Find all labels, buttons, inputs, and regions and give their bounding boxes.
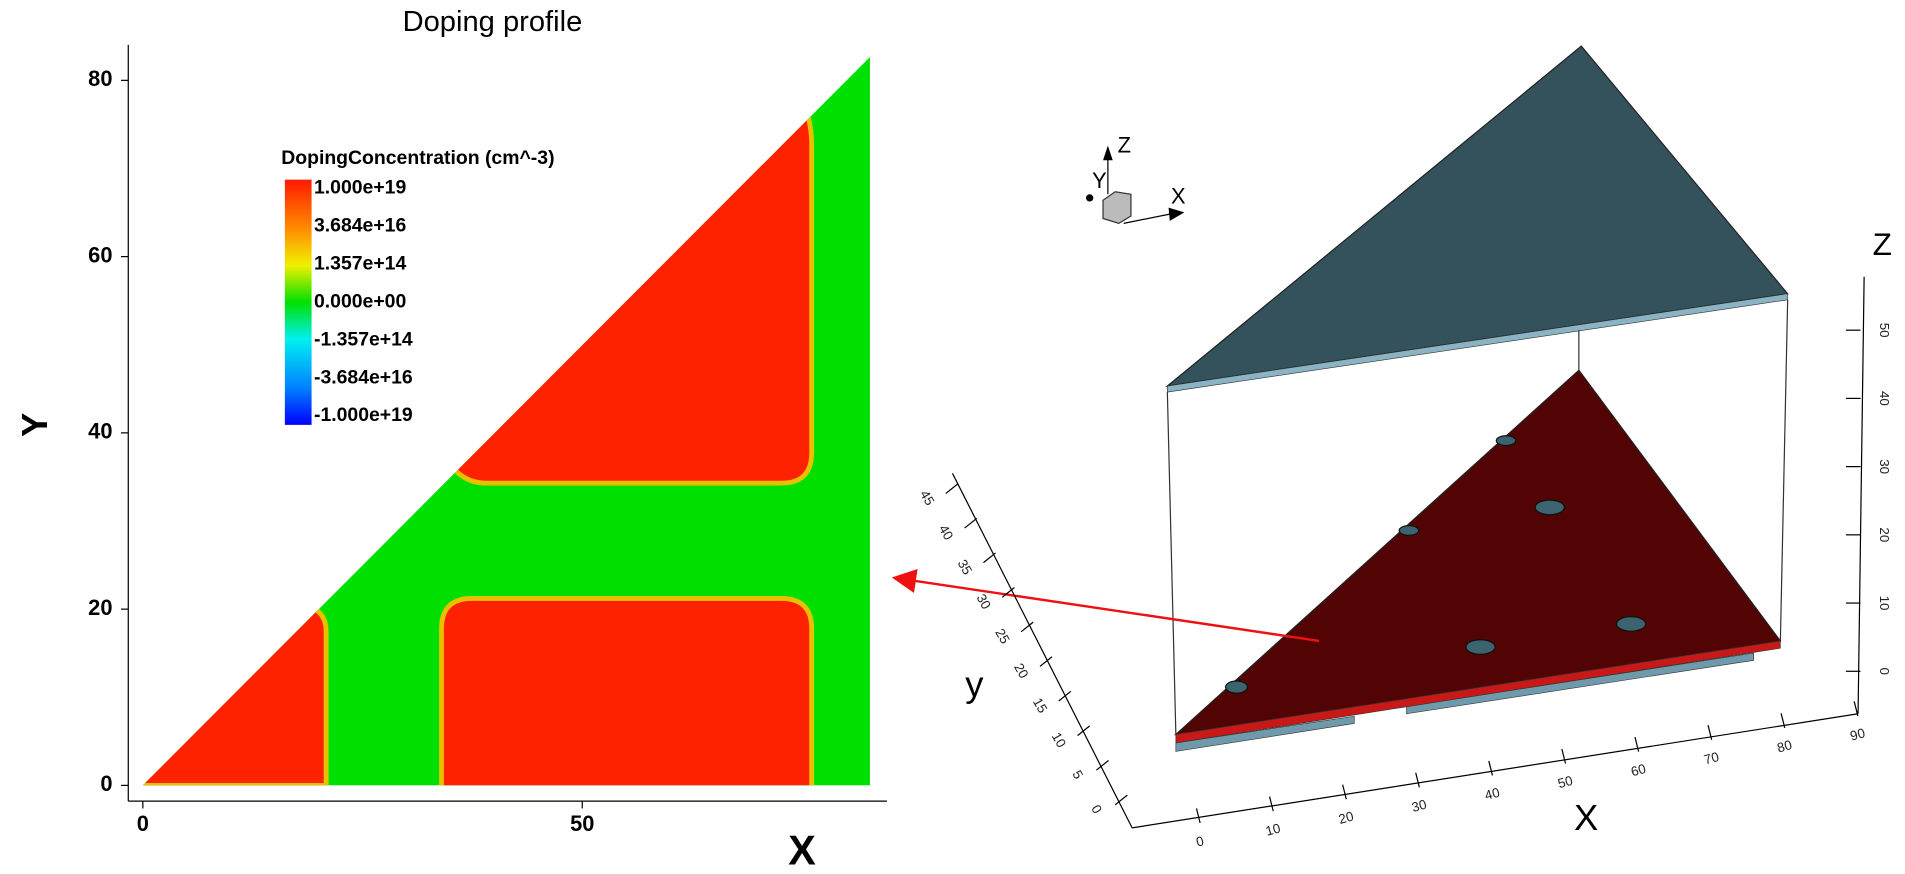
orientation-widget: Z Y X bbox=[1086, 133, 1186, 224]
x-tick-3d bbox=[1635, 737, 1639, 752]
z-tick-label-3d: 20 bbox=[1877, 527, 1892, 542]
x-tick-3d bbox=[1270, 797, 1274, 812]
legend-label: -3.684e+16 bbox=[314, 366, 413, 388]
y-tick-label: 40 bbox=[88, 419, 112, 444]
y-tick-3d bbox=[1078, 726, 1090, 736]
x-tick-3d bbox=[1343, 785, 1347, 800]
contact bbox=[1616, 617, 1645, 632]
y-tick-label: 20 bbox=[88, 595, 112, 620]
x-tick-label: 0 bbox=[137, 811, 149, 836]
z-tick-label-3d: 50 bbox=[1877, 323, 1892, 338]
orient-y: Y bbox=[1092, 168, 1107, 193]
contact bbox=[1226, 681, 1248, 693]
x-tick-label-3d: 30 bbox=[1410, 797, 1428, 815]
y-label: Y bbox=[14, 413, 55, 437]
legend-label: 0.000e+00 bbox=[314, 290, 406, 312]
y-tick-label-3d: 40 bbox=[936, 522, 956, 542]
y-axis-3d bbox=[953, 473, 1133, 827]
y-tick-3d bbox=[983, 553, 995, 563]
legend-label: 1.000e+19 bbox=[314, 176, 406, 198]
x-tick-3d bbox=[1562, 749, 1566, 764]
y-tick-label-3d: 20 bbox=[1011, 661, 1031, 681]
x-tick-label-3d: 80 bbox=[1775, 737, 1793, 755]
y-tick-3d bbox=[1059, 691, 1071, 701]
y-tick-3d bbox=[965, 518, 977, 528]
x-tick-3d bbox=[1416, 773, 1420, 788]
y-label-3d: y bbox=[965, 664, 984, 705]
y-tick-label-3d: 15 bbox=[1030, 695, 1050, 715]
x-tick-label-3d: 70 bbox=[1702, 749, 1720, 767]
orient-x: X bbox=[1171, 184, 1186, 209]
z-tick-label-3d: 0 bbox=[1877, 668, 1892, 675]
z-tick-label-3d: 30 bbox=[1877, 459, 1892, 474]
x-tick-label-3d: 40 bbox=[1483, 785, 1501, 803]
x-tick-label: 50 bbox=[570, 811, 594, 836]
figure: Doping profile 050020406080 X Y DopingCo… bbox=[0, 0, 1905, 874]
y-tick-label: 0 bbox=[100, 771, 112, 796]
y-tick-3d bbox=[1115, 795, 1127, 805]
y-tick-label: 80 bbox=[88, 66, 112, 91]
x-tick-label-3d: 60 bbox=[1629, 761, 1647, 779]
x-tick-label-3d: 20 bbox=[1337, 809, 1355, 827]
colorbar bbox=[285, 180, 312, 425]
top-plate bbox=[1167, 46, 1787, 386]
legend-label: -1.000e+19 bbox=[314, 404, 413, 426]
y-tick-label-3d: 30 bbox=[973, 591, 993, 611]
contact bbox=[1496, 436, 1515, 446]
y-tick-label-3d: 10 bbox=[1049, 730, 1069, 750]
z-tick-label-3d: 10 bbox=[1877, 596, 1892, 611]
y-tick-label-3d: 0 bbox=[1088, 802, 1105, 816]
z-label-3d: Z bbox=[1873, 226, 1892, 262]
x-label: X bbox=[788, 827, 816, 873]
bottom-plate bbox=[1176, 370, 1781, 734]
x-label-3d: X bbox=[1574, 797, 1598, 838]
edge bbox=[1167, 392, 1175, 734]
edge bbox=[1780, 300, 1787, 641]
contact bbox=[1535, 500, 1564, 515]
x-tick-3d bbox=[1489, 761, 1493, 776]
x-tick-label-3d: 0 bbox=[1194, 833, 1205, 849]
y-tick-label-3d: 35 bbox=[955, 557, 975, 577]
z-tick-label-3d: 40 bbox=[1877, 391, 1892, 406]
x-tick-label-3d: 50 bbox=[1556, 773, 1574, 791]
y-tick-label-3d: 5 bbox=[1069, 768, 1086, 782]
x-tick-label-3d: 90 bbox=[1848, 725, 1866, 743]
legend-label: 3.684e+16 bbox=[314, 214, 406, 236]
legend-label: 1.357e+14 bbox=[314, 252, 406, 274]
contact bbox=[1466, 640, 1495, 655]
y-tick-label: 60 bbox=[88, 242, 112, 267]
orient-z: Z bbox=[1118, 133, 1131, 158]
x-tick-3d bbox=[1196, 808, 1200, 823]
z-axis-3d bbox=[1858, 277, 1864, 714]
y-tick-3d bbox=[946, 484, 958, 494]
contact bbox=[1399, 526, 1418, 536]
y-tick-label-3d: 45 bbox=[917, 488, 937, 508]
plot-title: Doping profile bbox=[403, 6, 583, 38]
y-tick-label-3d: 25 bbox=[992, 626, 1012, 646]
page: {"left_panel":{"title":"Doping profile",… bbox=[0, 0, 1905, 874]
legend-title: DopingConcentration (cm^-3) bbox=[281, 147, 554, 169]
legend-label: -1.357e+14 bbox=[314, 328, 413, 350]
arrow bbox=[894, 578, 1319, 641]
x-tick-label-3d: 10 bbox=[1264, 820, 1282, 838]
